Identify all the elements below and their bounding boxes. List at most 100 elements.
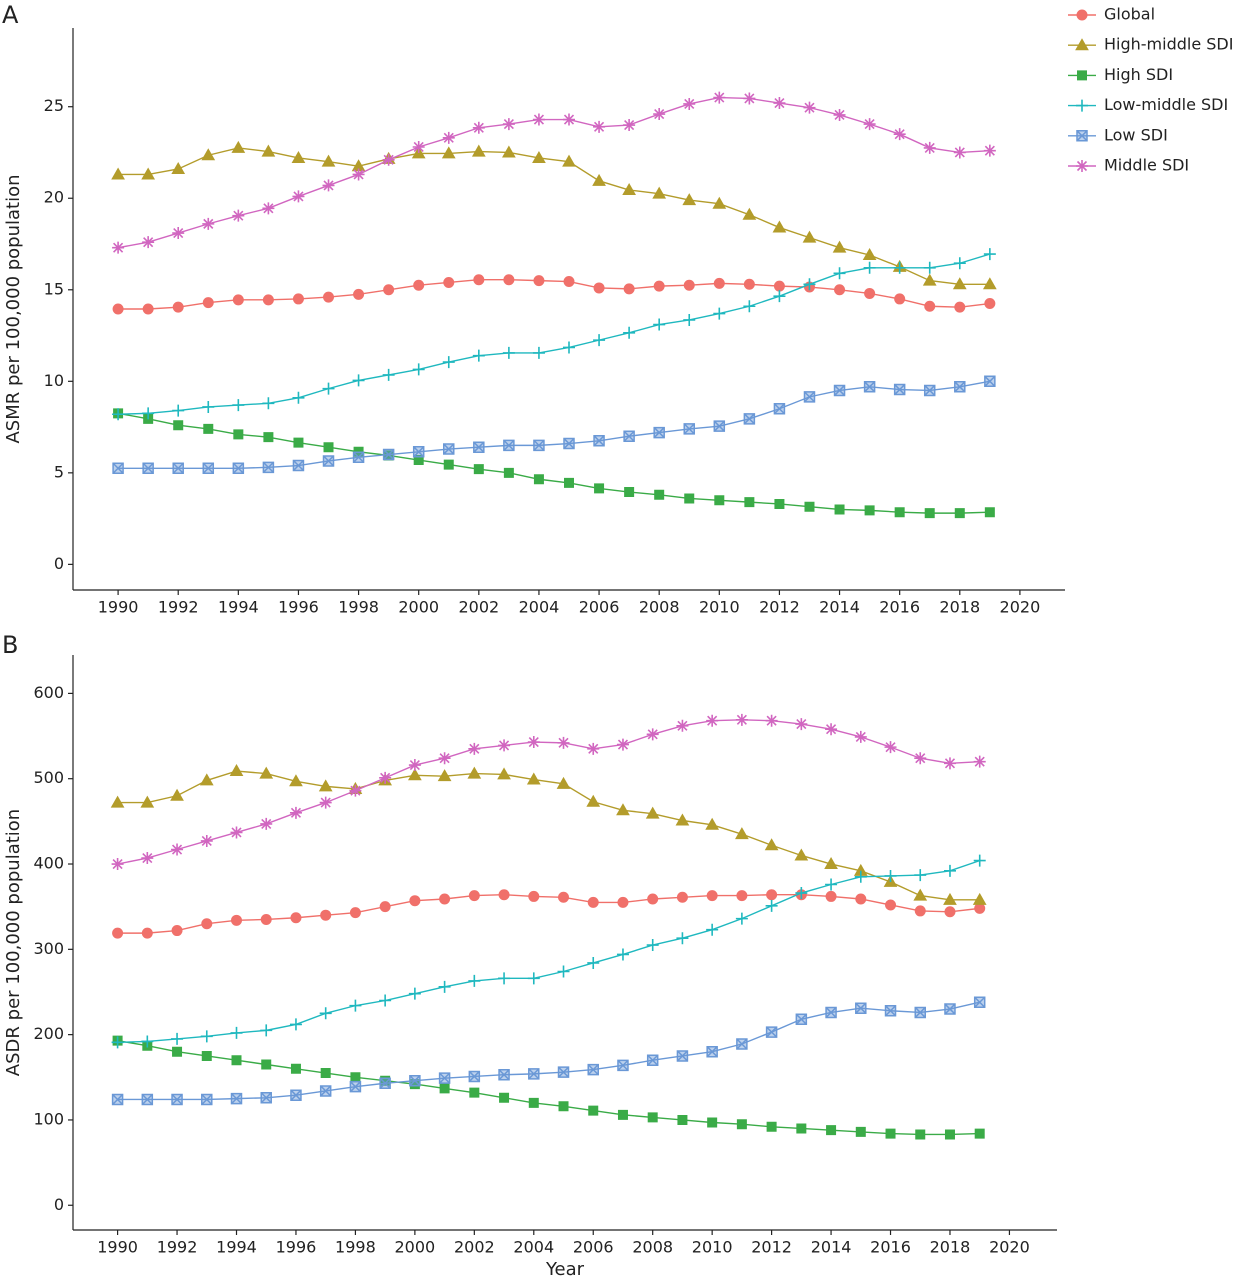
- data-point: [952, 277, 967, 290]
- series-line: [117, 894, 980, 934]
- data-point: [471, 144, 486, 157]
- data-point: [409, 1074, 421, 1087]
- data-point: [706, 890, 718, 902]
- legend-marker: [1076, 130, 1088, 142]
- data-point: [623, 326, 636, 339]
- data-point: [825, 1006, 837, 1019]
- x-tick-label: 2018: [939, 598, 980, 617]
- y-tick-label: 0: [54, 1195, 64, 1214]
- data-point: [712, 196, 727, 209]
- data-point: [863, 118, 876, 131]
- data-point: [683, 97, 696, 110]
- data-point: [261, 144, 276, 157]
- data-point: [714, 495, 725, 506]
- data-point: [350, 1072, 361, 1083]
- data-point: [653, 280, 665, 292]
- data-point: [532, 346, 545, 359]
- data-point: [676, 719, 689, 732]
- data-point: [924, 300, 936, 312]
- data-point: [676, 891, 688, 903]
- data-point: [473, 464, 484, 475]
- x-tick-label: 2016: [870, 1238, 911, 1257]
- data-point: [885, 899, 897, 911]
- data-point: [231, 1055, 242, 1066]
- x-tick-label: 2020: [989, 1238, 1030, 1257]
- data-point: [260, 914, 272, 925]
- data-point: [683, 423, 695, 435]
- data-point: [142, 303, 154, 315]
- data-point: [796, 1123, 807, 1134]
- data-point: [884, 869, 897, 882]
- data-point: [973, 755, 986, 768]
- data-point: [172, 462, 184, 475]
- data-point: [863, 381, 876, 393]
- data-point: [202, 400, 215, 413]
- data-point: [289, 806, 302, 819]
- data-point: [623, 119, 636, 132]
- data-point: [349, 999, 362, 1012]
- data-point: [412, 446, 425, 458]
- x-tick-label: 2016: [879, 598, 920, 617]
- data-point: [735, 827, 749, 840]
- data-point: [885, 1128, 896, 1139]
- data-point: [262, 294, 274, 306]
- data-point: [893, 383, 906, 396]
- legend-marker: [1076, 160, 1088, 172]
- data-point: [526, 772, 541, 785]
- data-point: [954, 508, 965, 519]
- data-point: [413, 279, 425, 291]
- y-tick-label: 20: [44, 188, 64, 207]
- panel: B 0 100 200 300 400 500 600 1990 1992 1994 1996 1998…: [2, 631, 1057, 1280]
- data-point: [593, 282, 605, 294]
- x-tick-label: 2018: [930, 1238, 971, 1257]
- data-point: [292, 459, 305, 472]
- data-point: [983, 248, 996, 261]
- data-point: [587, 742, 600, 755]
- data-point: [884, 741, 897, 754]
- y-tick-label: 200: [33, 1024, 64, 1043]
- data-point: [765, 1026, 778, 1038]
- data-point: [142, 236, 155, 249]
- data-point: [766, 889, 778, 901]
- data-point: [825, 723, 838, 736]
- data-point: [352, 168, 365, 181]
- data-point: [944, 1129, 955, 1140]
- data-point: [112, 462, 124, 475]
- x-tick-label: 1998: [335, 1238, 376, 1257]
- data-point: [467, 766, 482, 779]
- data-point: [795, 718, 808, 731]
- legend-label: Middle SDI: [1104, 156, 1189, 175]
- data-point: [320, 909, 332, 921]
- data-point: [682, 193, 697, 206]
- data-point: [473, 441, 485, 453]
- data-point: [914, 1006, 927, 1019]
- data-point: [232, 399, 245, 412]
- data-point: [498, 739, 511, 752]
- data-point: [624, 487, 635, 498]
- x-tick-label: 2000: [395, 1238, 436, 1257]
- data-point: [528, 891, 540, 902]
- data-point: [558, 1101, 569, 1112]
- data-point: [652, 186, 667, 199]
- data-point: [765, 899, 778, 912]
- data-point: [713, 91, 726, 104]
- data-point: [736, 1038, 748, 1050]
- data-point: [622, 183, 636, 196]
- data-point: [502, 145, 516, 158]
- data-point: [260, 817, 273, 830]
- data-point: [140, 795, 155, 808]
- data-point: [914, 869, 927, 882]
- data-point: [706, 714, 719, 727]
- data-point: [142, 462, 154, 475]
- y-tick-label: 10: [44, 371, 64, 390]
- data-point: [438, 1072, 451, 1084]
- x-tick-label: 2002: [458, 598, 499, 617]
- x-tick-label: 2014: [811, 1238, 852, 1257]
- data-point: [803, 278, 816, 291]
- data-point: [854, 870, 867, 883]
- legend-label: High SDI: [1104, 65, 1173, 84]
- data-point: [834, 284, 846, 296]
- data-point: [826, 1125, 837, 1136]
- data-point: [112, 303, 124, 315]
- data-point: [646, 939, 659, 952]
